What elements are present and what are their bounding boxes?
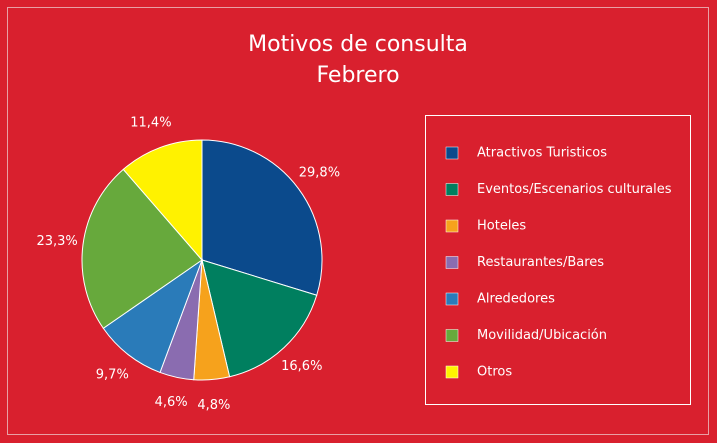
legend-label: Otros bbox=[477, 365, 512, 380]
data-label: 23,3% bbox=[36, 234, 77, 249]
data-label: 16,6% bbox=[281, 359, 322, 374]
pie-slice bbox=[81, 168, 203, 329]
data-label: 4,8% bbox=[197, 398, 230, 413]
legend-swatch bbox=[445, 365, 459, 379]
legend-label: Alrededores bbox=[477, 292, 555, 307]
legend-label: Eventos/Escenarios culturales bbox=[477, 182, 672, 197]
legend-label: Restaurantes/Bares bbox=[477, 255, 604, 270]
legend-swatch bbox=[445, 146, 459, 160]
data-label: 9,7% bbox=[96, 368, 129, 383]
data-label: 11,4% bbox=[130, 116, 171, 131]
legend-label: Hoteles bbox=[477, 219, 526, 234]
legend-box bbox=[425, 115, 691, 405]
legend-label: Movilidad/Ubicación bbox=[477, 328, 607, 343]
legend-swatch bbox=[445, 329, 459, 342]
legend-swatch bbox=[445, 219, 459, 233]
legend-swatch bbox=[445, 292, 459, 306]
chart-title: Motivos de consulta bbox=[248, 32, 468, 57]
legend-swatch bbox=[445, 183, 459, 196]
pie-slice bbox=[201, 139, 323, 296]
pie-slice bbox=[201, 259, 318, 378]
chart-subtitle: Febrero bbox=[316, 63, 399, 88]
data-label: 29,8% bbox=[299, 166, 340, 181]
frame bbox=[7, 7, 709, 435]
pie-slice bbox=[122, 139, 203, 262]
data-label: 4,6% bbox=[155, 395, 188, 410]
legend-label: Atractivos Turisticos bbox=[477, 146, 607, 161]
legend-swatch bbox=[445, 256, 459, 269]
